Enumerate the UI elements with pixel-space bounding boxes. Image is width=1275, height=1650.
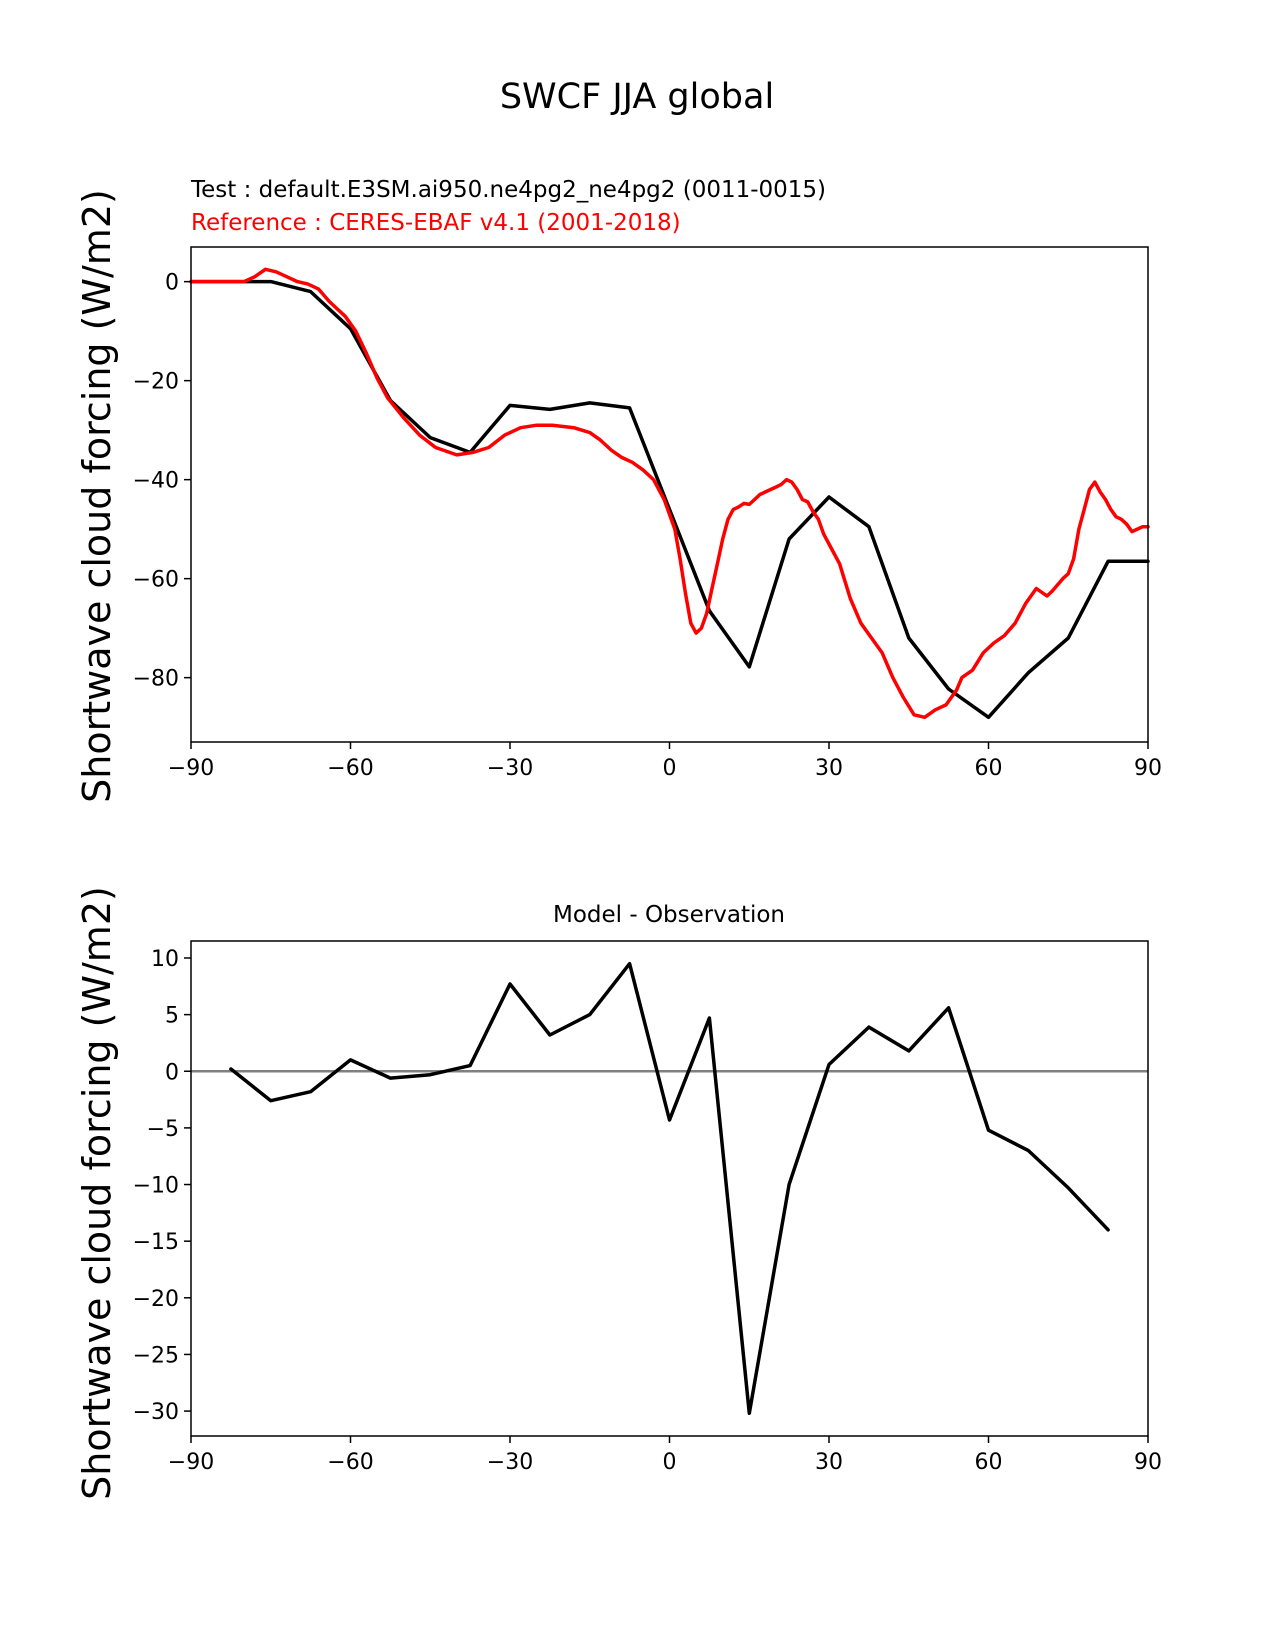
figure-title: SWCF JJA global: [500, 77, 774, 117]
y-axis-label: Shortwave cloud forcing (W/m2): [75, 189, 119, 803]
upper-plot-marks: −90 −60 −30 0 30 60 90 −80 −60 −40 −20 0: [133, 246, 1162, 781]
y-tick-label: −10: [133, 1174, 179, 1199]
x-tick-label: −30: [487, 756, 533, 781]
x-tick-label: 90: [1134, 756, 1162, 781]
x-tick-label: 30: [815, 1450, 843, 1475]
series-line-model-observation: [229, 961, 1110, 1416]
x-tick-label: −90: [168, 756, 214, 781]
x-tick-label: 30: [815, 756, 843, 781]
x-tick-label: −90: [168, 1450, 214, 1475]
reference-title: Reference : CERES-EBAF v4.1 (2001-2018): [191, 210, 681, 236]
x-tick-label: 60: [975, 756, 1003, 781]
series-line-reference: [189, 267, 1150, 720]
y-tick-label: −40: [133, 469, 179, 494]
lower-plot-marks: −90 −60 −30 0 30 60 90 −30 −25 −20 −15 −10 −5 0 5 10: [133, 940, 1162, 1475]
y-tick-label: −5: [147, 1117, 179, 1142]
y-tick-label: 0: [165, 1060, 179, 1085]
x-tick-label: −30: [487, 1450, 533, 1475]
test-title: Test : default.E3SM.ai950.ne4pg2_ne4pg2 …: [190, 177, 826, 203]
plot-frame: [190, 246, 1149, 743]
plot-frame: [190, 940, 1149, 1437]
upper-panel: Test : default.E3SM.ai950.ne4pg2_ne4pg2 …: [75, 177, 1162, 803]
lower-panel: Model - Observation Shortwave cloud forc…: [75, 886, 1162, 1500]
y-tick-label: 5: [165, 1004, 179, 1029]
y-tick-label: 0: [165, 271, 179, 296]
series-line-test: [189, 279, 1150, 720]
y-tick-label: −15: [133, 1230, 179, 1255]
y-tick-label: 10: [151, 947, 179, 972]
x-tick-label: −60: [327, 1450, 373, 1475]
x-tick-label: 0: [663, 756, 677, 781]
y-tick-label: −80: [133, 667, 179, 692]
x-tick-label: 0: [663, 1450, 677, 1475]
x-tick-label: −60: [327, 756, 373, 781]
x-tick-label: 90: [1134, 1450, 1162, 1475]
y-tick-label: −30: [133, 1400, 179, 1425]
y-tick-label: −20: [133, 1287, 179, 1312]
x-tick-label: 60: [975, 1450, 1003, 1475]
y-tick-label: −60: [133, 568, 179, 593]
y-tick-label: −25: [133, 1343, 179, 1368]
y-tick-label: −20: [133, 370, 179, 395]
difference-title: Model - Observation: [553, 902, 785, 928]
y-axis-label: Shortwave cloud forcing (W/m2): [75, 886, 119, 1500]
